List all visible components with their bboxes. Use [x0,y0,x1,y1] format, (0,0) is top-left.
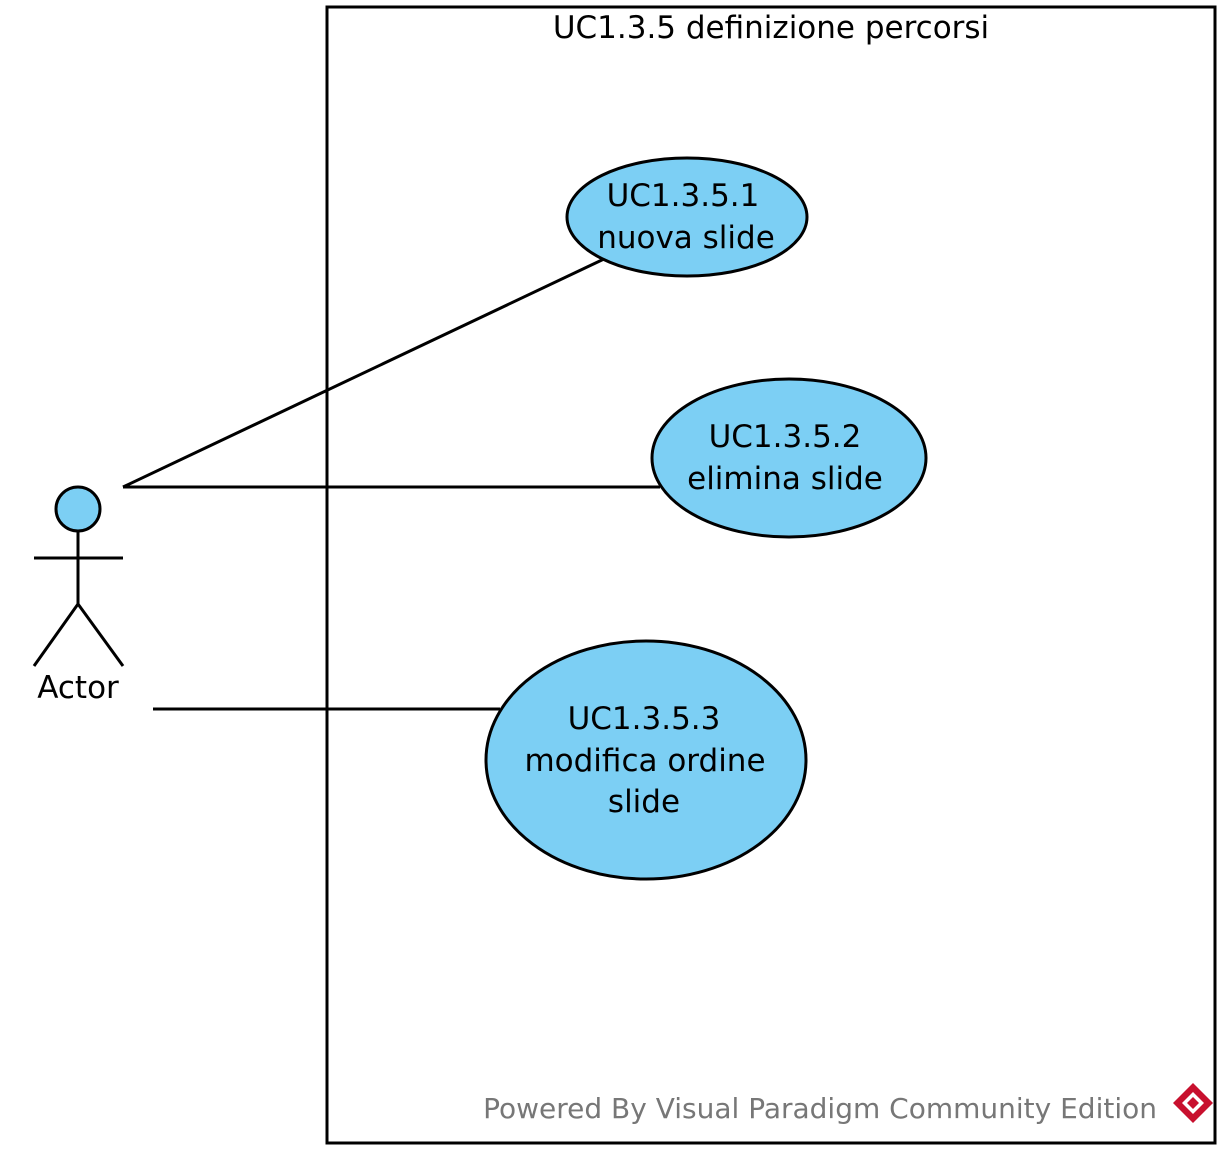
use-case-uc3-id: UC1.3.5.3 [568,701,721,737]
use-case-uc1[interactable]: UC1.3.5.1 nuova slide [565,156,809,278]
actor-label: Actor [37,670,119,706]
actor-leg-right [76,603,125,667]
use-case-uc3-label-line1: modifica ordine [524,743,765,779]
actor-head [54,485,102,533]
system-boundary [325,5,1217,1145]
use-case-uc1-id: UC1.3.5.1 [607,178,760,214]
watermark-text: Powered By Visual Paradigm Community Edi… [483,1092,1157,1125]
use-case-uc2[interactable]: UC1.3.5.2 elimina slide [650,377,928,539]
actor-leg-left [32,603,80,667]
use-case-uc1-label: nuova slide [597,220,775,256]
use-case-uc3[interactable]: UC1.3.5.3 modifica ordine slide [484,639,808,881]
association-uc1 [122,257,605,489]
actor-figure[interactable] [32,485,125,667]
use-case-uc2-label: elimina slide [687,461,883,497]
visual-paradigm-logo-icon [1173,1083,1213,1123]
use-case-uc2-id: UC1.3.5.2 [709,419,862,455]
system-title: UC1.3.5 definizione percorsi [553,10,989,46]
use-case-uc3-label-line2: slide [608,784,680,820]
